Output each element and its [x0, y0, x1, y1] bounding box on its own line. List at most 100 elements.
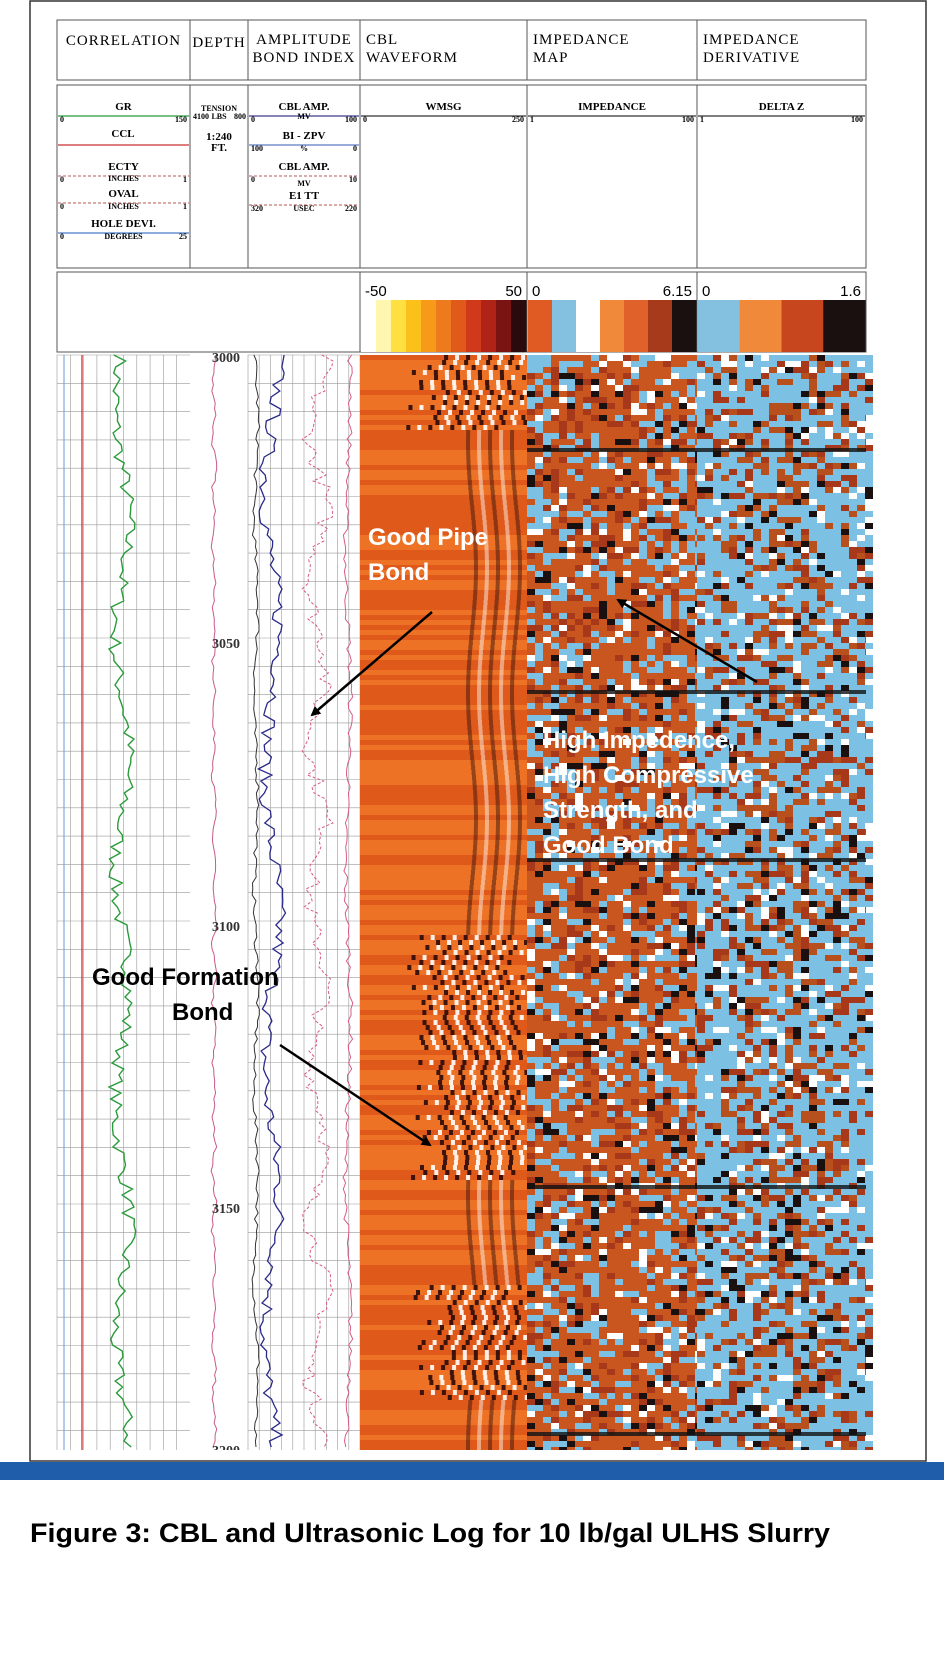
impedance-cell	[857, 613, 865, 619]
waveform-stripe	[468, 1335, 472, 1340]
waveform-stripe	[518, 580, 522, 585]
impedance-cell	[615, 1123, 623, 1129]
waveform-stripe	[478, 985, 482, 990]
impedance-cell	[655, 1075, 663, 1081]
impedance-cell	[607, 1105, 615, 1111]
impedance-cell	[591, 523, 599, 529]
impedance-cell	[639, 505, 647, 511]
waveform-stripe	[482, 1310, 486, 1315]
impedance-cell	[647, 925, 655, 931]
track-label: GR	[115, 101, 133, 113]
impedance-cell	[849, 607, 857, 613]
impedance-cell	[647, 1213, 655, 1219]
impedance-cell	[623, 619, 631, 625]
waveform-stripe	[464, 1055, 468, 1060]
waveform-band	[360, 1320, 527, 1325]
waveform-stripe	[437, 410, 441, 415]
impedance-cell	[753, 517, 761, 523]
impedance-cell	[535, 1279, 543, 1285]
impedance-cell	[527, 979, 535, 985]
impedance-cell	[713, 385, 721, 391]
waveform-stripe	[425, 1295, 429, 1300]
waveform-band	[360, 795, 527, 800]
impedance-cell	[687, 1441, 695, 1447]
impedance-cell	[527, 991, 535, 997]
impedance-cell	[833, 475, 841, 481]
impedance-cell	[615, 709, 623, 715]
color-swatch	[436, 300, 452, 352]
impedance-cell	[631, 1309, 639, 1315]
impedance-cell	[849, 523, 857, 529]
impedance-cell	[623, 529, 631, 535]
impedance-cell	[527, 787, 535, 793]
impedance-cell	[655, 865, 663, 871]
waveform-band	[360, 1370, 527, 1375]
impedance-cell	[543, 1375, 551, 1381]
waveform-stripe	[517, 790, 521, 795]
waveform-stripe	[418, 1060, 422, 1065]
impedance-cell	[777, 589, 785, 595]
waveform-stripe	[477, 710, 481, 715]
impedance-cell	[745, 715, 753, 721]
waveform-stripe	[467, 1225, 471, 1230]
impedance-cell	[591, 1045, 599, 1051]
impedance-cell	[559, 697, 567, 703]
waveform-stripe	[422, 1175, 426, 1180]
impedance-cell	[801, 547, 809, 553]
impedance-cell	[591, 439, 599, 445]
impedance-cell	[663, 703, 671, 709]
waveform-stripe	[487, 1040, 491, 1045]
impedance-cell	[575, 1315, 583, 1321]
waveform-stripe	[469, 1295, 473, 1300]
waveform-stripe	[482, 510, 486, 515]
impedance-cell	[841, 481, 849, 487]
waveform-stripe	[440, 965, 444, 970]
impedance-cell	[825, 667, 833, 673]
waveform-stripe	[481, 880, 485, 885]
waveform-stripe	[443, 1125, 447, 1130]
waveform-stripe	[460, 1330, 464, 1335]
waveform-stripe	[517, 1005, 521, 1010]
impedance-cell	[599, 1309, 607, 1315]
impedance-cell	[697, 667, 705, 673]
impedance-cell	[551, 1261, 559, 1267]
waveform-stripe	[489, 725, 493, 730]
impedance-cell	[705, 571, 713, 577]
impedance-cell	[687, 619, 695, 625]
waveform-stripe	[482, 760, 486, 765]
impedance-cell	[599, 1321, 607, 1327]
impedance-cell	[705, 643, 713, 649]
impedance-cell	[631, 481, 639, 487]
impedance-cell	[527, 997, 535, 1003]
waveform-stripe	[452, 405, 456, 410]
waveform-stripe	[490, 1405, 494, 1410]
waveform-stripe	[478, 660, 482, 665]
impedance-cell	[769, 589, 777, 595]
waveform-stripe	[441, 380, 445, 385]
track-label: 100	[682, 115, 694, 124]
impedance-cell	[575, 1033, 583, 1039]
waveform-stripe	[474, 580, 478, 585]
impedance-cell	[559, 1249, 567, 1255]
impedance-cell	[825, 703, 833, 709]
impedance-cell	[551, 1405, 559, 1411]
impedance-cell	[761, 433, 769, 439]
waveform-stripe	[474, 555, 478, 560]
impedance-cell	[721, 667, 729, 673]
waveform-stripe	[476, 1040, 480, 1045]
impedance-cell	[679, 901, 687, 907]
waveform-stripe	[512, 1100, 516, 1105]
impedance-cell	[623, 487, 631, 493]
waveform-stripe	[505, 770, 509, 775]
waveform-stripe	[492, 1025, 496, 1030]
impedance-cell	[745, 391, 753, 397]
waveform-stripe	[466, 1175, 470, 1180]
waveform-stripe	[439, 1075, 443, 1080]
impedance-joint	[527, 1432, 697, 1436]
waveform-stripe	[515, 1080, 519, 1085]
waveform-stripe	[477, 435, 481, 440]
impedance-cell	[849, 715, 857, 721]
impedance-cell	[865, 475, 873, 481]
waveform-stripe	[463, 1285, 467, 1290]
waveform-stripe	[500, 1225, 504, 1230]
